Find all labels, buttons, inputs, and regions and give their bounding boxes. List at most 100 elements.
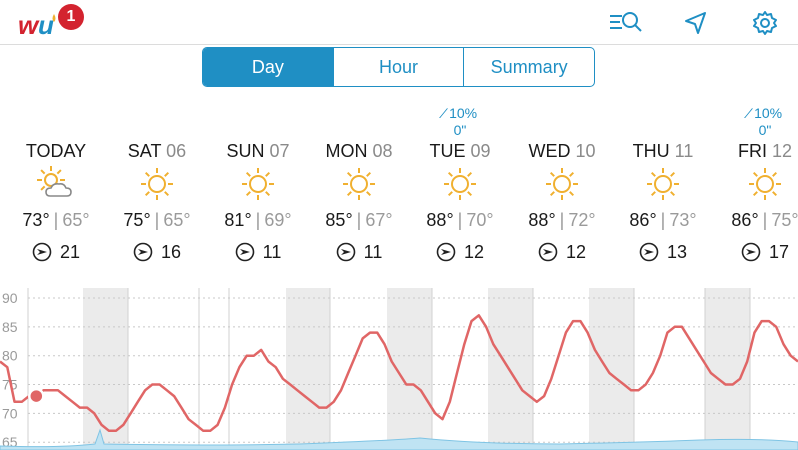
wind-info: 12	[502, 237, 622, 267]
search-list-icon[interactable]	[608, 9, 642, 37]
svg-text:w: w	[18, 10, 40, 40]
wind-speed: 12	[565, 241, 587, 262]
high-temp: 81°	[224, 210, 252, 230]
sun-icon	[299, 163, 419, 205]
high-temp: 75°	[123, 210, 151, 230]
temp-range: 81° | 69°	[198, 207, 318, 233]
low-temp: 65°	[163, 210, 191, 230]
day-label: THU	[632, 141, 670, 161]
day-name: WED 10	[502, 139, 622, 163]
day-date: 10	[570, 141, 596, 161]
low-temp: 65°	[62, 210, 90, 230]
high-temp: 88°	[426, 210, 454, 230]
day-label: MON	[325, 141, 368, 161]
wind-info: 17	[705, 237, 798, 267]
day-name: SAT 06	[97, 139, 217, 163]
day-label: TUE	[429, 141, 466, 161]
top-bar: w u 1	[0, 0, 798, 45]
y-tick-label: 80	[2, 348, 18, 364]
wind-info: 13	[603, 237, 723, 267]
temp-range: 86° | 73°	[603, 207, 723, 233]
day-date: 06	[161, 141, 187, 161]
sun-icon	[400, 163, 520, 205]
low-temp: 75°	[771, 210, 798, 230]
day-name: TUE 09	[400, 139, 520, 163]
wind-speed: 13	[666, 241, 688, 262]
night-band	[705, 288, 750, 450]
wind-info: 11	[198, 237, 318, 267]
wind-direction-icon	[639, 242, 659, 262]
day-label: WED	[528, 141, 571, 161]
day-date: 11	[669, 141, 694, 161]
wind-direction-icon	[741, 242, 761, 262]
day-column[interactable]: SAT 06 75° | 65° 16	[97, 105, 217, 267]
wind-direction-icon	[538, 242, 558, 262]
night-band	[387, 288, 432, 450]
wu-logo[interactable]: w u	[18, 8, 90, 40]
day-name: THU 11	[603, 139, 723, 163]
night-band	[589, 288, 634, 450]
wind-speed: 12	[463, 241, 485, 262]
gear-icon[interactable]	[751, 9, 779, 37]
wind-direction-icon	[32, 242, 52, 262]
day-column[interactable]: MON 08 85° | 67° 11	[299, 105, 419, 267]
precip-info: ∕ 10% 0"	[705, 105, 798, 139]
wind-info: 12	[400, 237, 520, 267]
day-label: SAT	[127, 141, 162, 161]
high-temp: 85°	[325, 210, 353, 230]
divider: |	[559, 210, 565, 230]
tab-summary[interactable]: Summary	[490, 56, 568, 77]
precip-chance: 10%	[754, 105, 783, 121]
day-name: TODAY	[0, 139, 116, 163]
high-temp: 88°	[528, 210, 556, 230]
day-name: MON 08	[299, 139, 419, 163]
night-band	[488, 288, 533, 450]
view-tabs: Day Hour Summary	[202, 47, 595, 87]
day-name: FRI 12	[705, 139, 798, 163]
day-column[interactable]: THU 11 86° | 73° 13	[603, 105, 723, 267]
precip-amount: 0"	[453, 122, 467, 138]
partly-cloudy-icon	[0, 163, 116, 205]
divider: |	[154, 210, 160, 230]
low-temp: 70°	[466, 210, 494, 230]
y-tick-label: 70	[2, 405, 18, 421]
current-time-marker[interactable]	[28, 387, 45, 405]
day-column[interactable]: SUN 07 81° | 69° 11	[198, 105, 318, 267]
high-temp: 73°	[22, 210, 50, 230]
sun-icon	[705, 163, 798, 205]
sun-icon	[97, 163, 217, 205]
wind-direction-icon	[336, 242, 355, 262]
tab-hour[interactable]: Hour	[334, 48, 465, 86]
day-column[interactable]: ∕ 10% 0" TUE 09 88° | 70° 12	[400, 105, 520, 267]
day-column[interactable]: WED 10 88° | 72° 12	[502, 105, 622, 267]
divider: |	[457, 210, 463, 230]
low-temp: 67°	[365, 210, 393, 230]
divider: |	[356, 210, 362, 230]
tab-day[interactable]: Day	[203, 48, 334, 86]
wind-speed: 21	[59, 241, 81, 262]
temp-range: 88° | 70°	[400, 207, 520, 233]
day-date: 12	[766, 141, 793, 161]
y-tick-label: 85	[2, 319, 18, 335]
sun-icon	[502, 163, 622, 205]
wind-info: 21	[0, 237, 116, 267]
temp-range: 86° | 75°	[705, 207, 798, 233]
low-temp: 72°	[568, 210, 596, 230]
location-arrow-icon[interactable]	[682, 9, 710, 37]
high-temp: 86°	[731, 210, 759, 230]
day-date: 08	[367, 141, 393, 161]
precip-info: ∕ 10% 0"	[400, 105, 520, 139]
precip-chance: 10%	[449, 105, 478, 121]
wind-info: 11	[299, 237, 419, 267]
day-date: 07	[264, 141, 290, 161]
temp-range: 88° | 72°	[502, 207, 622, 233]
wind-direction-icon	[235, 242, 254, 262]
wind-speed: 11	[262, 241, 282, 262]
forecast-days: TODAY 73° | 65° 21 SAT 06 75° | 65° 16 SUN 07 81° | 6…	[0, 105, 798, 275]
temp-range: 75° | 65°	[97, 207, 217, 233]
day-column[interactable]: ∕ 10% 0" FRI 12 86° | 75° 17	[705, 105, 798, 267]
high-temp: 86°	[629, 210, 657, 230]
notification-badge[interactable]: 1	[58, 4, 84, 30]
day-column[interactable]: TODAY 73° | 65° 21	[0, 105, 116, 267]
